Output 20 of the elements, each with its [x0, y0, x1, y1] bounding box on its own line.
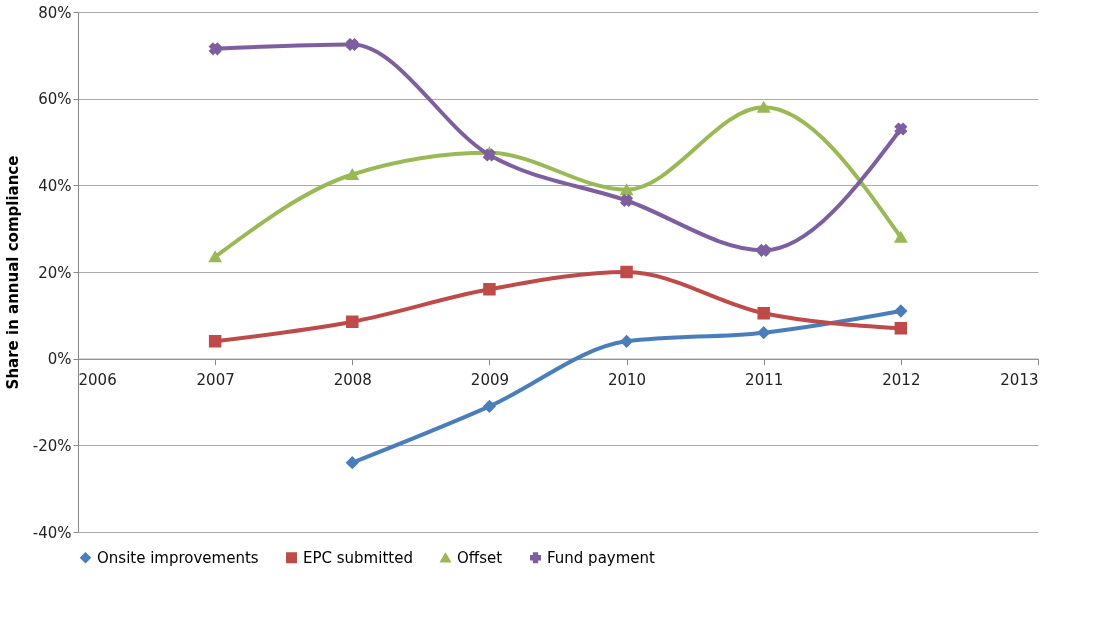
y-axis-title: Share in annual compliance	[3, 155, 22, 390]
y-tick-label: 80%	[38, 3, 72, 22]
y-tick-label: -20%	[32, 436, 72, 455]
y-tick-label: 20%	[38, 263, 72, 282]
legend-label: Offset	[457, 548, 503, 567]
x-tick-label: 2006	[78, 371, 117, 390]
x-tick-label: 2011	[745, 371, 784, 390]
y-tick-label: 0%	[47, 350, 72, 369]
y-tick-label: -40%	[32, 523, 72, 542]
x-tick-label: 2009	[470, 371, 510, 390]
legend-label: Onsite improvements	[97, 548, 259, 567]
legend-label: EPC submitted	[303, 548, 413, 567]
x-tick-label: 2013	[1000, 371, 1039, 390]
x-tick-label: 2012	[882, 371, 921, 390]
y-tick-label: 40%	[38, 176, 72, 195]
legend-label: Fund payment	[547, 548, 656, 567]
x-tick-label: 2007	[196, 371, 235, 390]
x-tick-label: 2008	[333, 371, 372, 390]
x-tick-label: 2010	[607, 371, 647, 390]
y-tick-label: 60%	[38, 90, 72, 109]
